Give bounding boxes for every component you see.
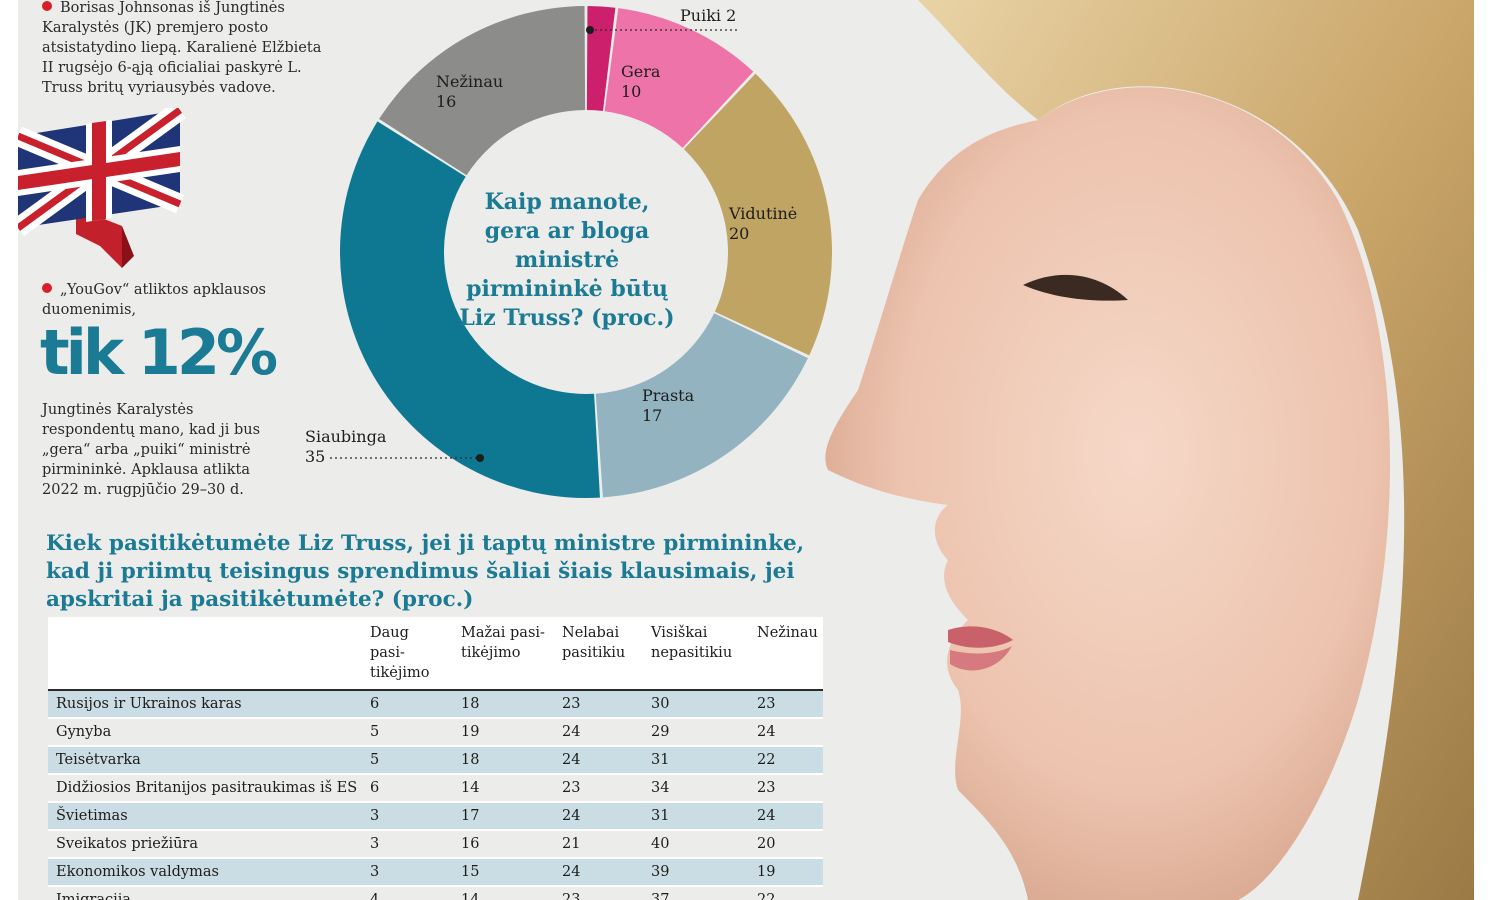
table-row: Gynyba 5 19 24 29 24: [48, 718, 823, 747]
value-cell: 24: [749, 802, 823, 831]
row-topic-cell: Rusijos ir Ukrainos karas: [48, 690, 362, 719]
donut-slice-prasta: [595, 313, 808, 498]
value-cell: 3: [362, 802, 453, 831]
bullet-icon: [42, 283, 52, 293]
table-header-row: Daug pasi-tikėjimo Mažai pasi-tikėjimo N…: [48, 617, 823, 691]
column-header: Visiškai nepasitikiu: [643, 617, 749, 691]
value-cell: 14: [453, 774, 554, 803]
column-header: Mažai pasi-tikėjimo: [453, 617, 554, 691]
slice-label-gera: Gera 10: [621, 62, 661, 101]
table-row: Sveikatos priežiūra 3 16 21 40 20: [48, 830, 823, 859]
value-cell: 24: [554, 718, 643, 747]
uk-flag-icon: [18, 108, 186, 268]
table-row: Didžiosios Britanijos pasitraukimas iš E…: [48, 774, 823, 803]
poll-source-note: „YouGov“ atliktos apklausos duomenimis,: [42, 282, 266, 318]
value-cell: 23: [554, 886, 643, 900]
value-cell: 22: [749, 886, 823, 900]
donut-slice-vidutinė: [683, 73, 832, 356]
slice-label-siaubinga: Siaubinga 35: [305, 427, 387, 466]
donut-chart-title: Kaip manote, gera ar bloga ministrė pirm…: [459, 189, 675, 331]
value-cell: 18: [453, 690, 554, 719]
value-cell: 24: [554, 858, 643, 887]
donut-slice-puiki: [586, 6, 616, 112]
value-cell: 40: [643, 830, 749, 859]
value-cell: 31: [643, 746, 749, 775]
value-cell: 15: [453, 858, 554, 887]
value-cell: 21: [554, 830, 643, 859]
value-cell: 24: [554, 802, 643, 831]
row-topic-cell: Teisėtvarka: [48, 746, 362, 775]
column-header: [48, 617, 362, 691]
value-cell: 30: [643, 690, 749, 719]
headline-stat: tik 12%: [40, 316, 278, 389]
table-row: Rusijos ir Ukrainos karas 6 18 23 30 23: [48, 690, 823, 719]
infographic-panel: Borisas Johnsonas iš Jungtinės Karalystė…: [18, 0, 1474, 900]
row-topic-cell: Sveikatos priežiūra: [48, 830, 362, 859]
slice-label-puiki: Puiki 2: [680, 6, 737, 25]
portrait-photo: [825, 0, 1474, 900]
value-cell: 34: [643, 774, 749, 803]
row-topic-cell: Didžiosios Britanijos pasitraukimas iš E…: [48, 774, 362, 803]
value-cell: 16: [453, 830, 554, 859]
row-topic-cell: Švietimas: [48, 802, 362, 831]
value-cell: 4: [362, 886, 453, 900]
table-row: Švietimas 3 17 24 31 24: [48, 802, 823, 831]
value-cell: 23: [554, 690, 643, 719]
slice-label-prasta: Prasta 17: [642, 386, 695, 425]
value-cell: 17: [453, 802, 554, 831]
row-topic-cell: Imigracija: [48, 886, 362, 900]
leader-dot-puiki: [586, 26, 594, 34]
donut-slice-siaubinga: [339, 121, 600, 499]
donut-chart: [330, 6, 832, 499]
slice-label-vidutine: Vidutinė 20: [729, 204, 798, 243]
value-cell: 6: [362, 690, 453, 719]
table-title: Kiek pasitikėtumėte Liz Truss, jei ji ta…: [46, 531, 805, 612]
value-cell: 23: [749, 690, 823, 719]
row-topic-cell: Ekonomikos valdymas: [48, 858, 362, 887]
value-cell: 3: [362, 858, 453, 887]
donut-slice-gera: [604, 8, 754, 148]
value-cell: 18: [453, 746, 554, 775]
bullet-icon: [42, 1, 52, 11]
donut-slice-nežinau: [379, 6, 586, 176]
value-cell: 19: [749, 858, 823, 887]
value-cell: 23: [554, 774, 643, 803]
poll-detail-note: Jungtinės Karalystės respondentų mano, k…: [42, 402, 261, 498]
column-header: Daug pasi-tikėjimo: [362, 617, 453, 691]
table-row: Teisėtvarka 5 18 24 31 22: [48, 746, 823, 775]
value-cell: 24: [749, 718, 823, 747]
value-cell: 31: [643, 802, 749, 831]
value-cell: 24: [554, 746, 643, 775]
value-cell: 14: [453, 886, 554, 900]
value-cell: 23: [749, 774, 823, 803]
value-cell: 5: [362, 718, 453, 747]
slice-label-nezinau: Nežinau 16: [436, 72, 504, 111]
resignation-note: Borisas Johnsonas iš Jungtinės Karalystė…: [42, 0, 322, 96]
value-cell: 3: [362, 830, 453, 859]
value-cell: 37: [643, 886, 749, 900]
column-header: Nežinau: [749, 617, 823, 691]
table-row: Ekonomikos valdymas 3 15 24 39 19: [48, 858, 823, 887]
value-cell: 19: [453, 718, 554, 747]
leader-dot-siaubinga: [476, 454, 484, 462]
value-cell: 6: [362, 774, 453, 803]
trust-table: Daug pasi-tikėjimo Mažai pasi-tikėjimo N…: [48, 617, 823, 900]
row-topic-cell: Gynyba: [48, 718, 362, 747]
value-cell: 20: [749, 830, 823, 859]
table-row: Imigracija 4 14 23 37 22: [48, 886, 823, 900]
column-header: Nelabai pasitikiu: [554, 617, 643, 691]
value-cell: 22: [749, 746, 823, 775]
value-cell: 5: [362, 746, 453, 775]
value-cell: 39: [643, 858, 749, 887]
value-cell: 29: [643, 718, 749, 747]
